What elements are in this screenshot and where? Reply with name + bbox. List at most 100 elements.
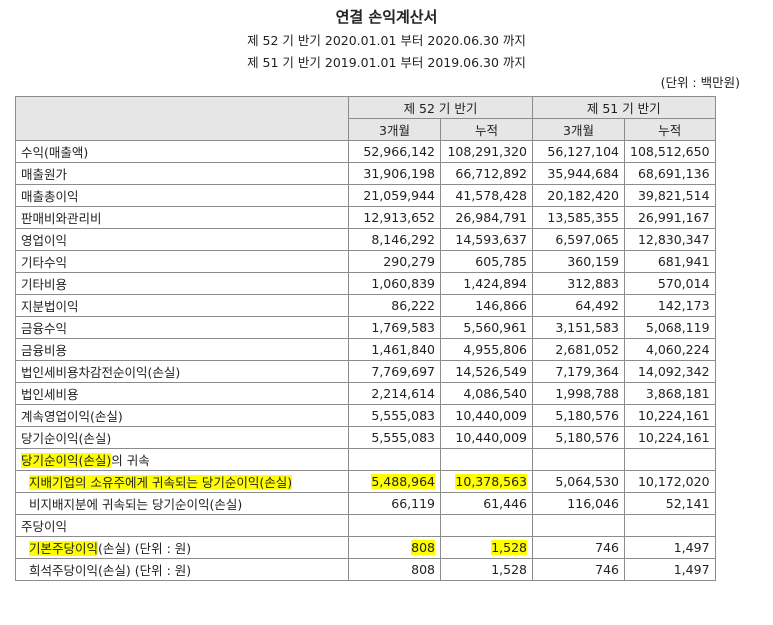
row-label: 희석주당이익(손실) (단위 : 원) [15,558,349,581]
cell: 116,046 [532,492,625,515]
row-label: 지분법이익 [15,294,349,317]
cell: 10,172,020 [624,470,716,493]
row-label: 매출총이익 [15,184,349,207]
cell [624,448,716,471]
cell: 7,179,364 [532,360,625,383]
cell: 4,060,224 [624,338,716,361]
cell [348,514,441,537]
row-label: 기본주당이익(손실) (단위 : 원) [15,536,349,559]
cell-value-hl: 808 [411,540,435,555]
cell: 21,059,944 [348,184,441,207]
table-row: 수익(매출액) 52,966,142 108,291,320 56,127,104 10… [15,140,716,163]
cell: 1,998,788 [532,382,625,405]
cell: 12,830,347 [624,228,716,251]
header-current-3m: 3개월 [348,118,441,141]
table-row: 지분법이익 86,222 146,866 64,492 142,173 [15,294,716,317]
cell: 5,560,961 [440,316,533,339]
statement-title: 연결 손익계산서 [335,8,438,26]
row-label: 판매비와관리비 [15,206,349,229]
table-row: 매출원가 31,906,198 66,712,892 35,944,684 68,691… [15,162,716,185]
header-current-period: 제 52 기 반기 [348,96,533,119]
cell: 5,068,119 [624,316,716,339]
cell [440,448,533,471]
table-row: 법인세비용차감전순이익(손실) 7,769,697 14,526,549 7,179,… [15,360,716,383]
cell-value-hl: 5,488,964 [371,474,435,489]
cell: 4,086,540 [440,382,533,405]
table-row: 당기순이익(손실)의 귀속 [15,448,716,471]
current-period-range: 제 52 기 반기 2020.01.01 부터 2020.06.30 까지 [247,33,526,48]
row-label: 수익(매출액) [15,140,349,163]
row-label: 당기순이익(손실) [15,426,349,449]
row-label: 비지배지분에 귀속되는 당기순이익(손실) [15,492,349,515]
table-row: 법인세비용 2,214,614 4,086,540 1,998,788 3,868,18… [15,382,716,405]
cell: 5,555,083 [348,426,441,449]
cell: 108,512,650 [624,140,716,163]
cell: 1,497 [624,558,716,581]
cell: 7,769,697 [348,360,441,383]
table-row: 주당이익 [15,514,716,537]
table-row: 계속영업이익(손실) 5,555,083 10,440,009 5,180,576 10… [15,404,716,427]
header-row-periods: 제 52 기 반기 제 51 기 반기 [15,96,716,141]
cell: 13,585,355 [532,206,625,229]
cell: 2,214,614 [348,382,441,405]
row-label: 계속영업이익(손실) [15,404,349,427]
cell: 10,378,563 [440,470,533,493]
cell: 3,151,583 [532,316,625,339]
cell: 5,180,576 [532,426,625,449]
cell-value-hl: 10,378,563 [455,474,527,489]
cell: 2,681,052 [532,338,625,361]
cell: 20,182,420 [532,184,625,207]
cell: 14,593,637 [440,228,533,251]
cell: 605,785 [440,250,533,273]
row-label: 영업이익 [15,228,349,251]
cell: 1,769,583 [348,316,441,339]
cell: 39,821,514 [624,184,716,207]
cell: 14,092,342 [624,360,716,383]
row-label: 법인세비용 [15,382,349,405]
cell: 312,883 [532,272,625,295]
cell: 5,488,964 [348,470,441,493]
cell: 570,014 [624,272,716,295]
cell: 10,440,009 [440,426,533,449]
cell: 5,555,083 [348,404,441,427]
unit-note: (단위 : 백만원) [660,75,740,90]
cell: 52,141 [624,492,716,515]
cell: 1,461,840 [348,338,441,361]
header-row-sub: 3개월 누적 3개월 누적 [16,118,716,141]
row-label-rest: (손실) (단위 : 원) [98,541,192,556]
row-label: 기타수익 [15,250,349,273]
table-row: 매출총이익 21,059,944 41,578,428 20,182,420 39,82… [15,184,716,207]
row-label: 금융수익 [15,316,349,339]
row-label: 금융비용 [15,338,349,361]
cell [532,514,625,537]
cell: 746 [532,536,625,559]
table-row: 판매비와관리비 12,913,652 26,984,791 13,585,355 26,… [15,206,716,229]
statement-body: 수익(매출액) 52,966,142 108,291,320 56,127,104 10… [15,140,716,581]
header-prior-3m: 3개월 [532,118,625,141]
row-label: 법인세비용차감전순이익(손실) [15,360,349,383]
row-label: 당기순이익(손실)의 귀속 [15,448,349,471]
cell: 360,159 [532,250,625,273]
cell: 26,984,791 [440,206,533,229]
income-statement-table: 제 52 기 반기 제 51 기 반기 3개월 누적 3개월 누적 수익(매출액… [15,96,716,581]
cell: 5,064,530 [532,470,625,493]
table-row: 금융수익 1,769,583 5,560,961 3,151,583 5,068,119 [15,316,716,339]
cell: 61,446 [440,492,533,515]
table-row: 금융비용 1,461,840 4,955,806 2,681,052 4,060,224 [15,338,716,361]
cell: 108,291,320 [440,140,533,163]
cell: 1,528 [440,536,533,559]
cell: 26,991,167 [624,206,716,229]
cell: 146,866 [440,294,533,317]
cell: 10,224,161 [624,404,716,427]
cell: 808 [348,536,441,559]
cell: 1,060,839 [348,272,441,295]
cell: 6,597,065 [532,228,625,251]
row-label: 지배기업의 소유주에게 귀속되는 당기순이익(손실) [15,470,349,493]
row-label-rest: 의 귀속 [111,453,150,468]
cell: 64,492 [532,294,625,317]
cell: 66,712,892 [440,162,533,185]
cell: 31,906,198 [348,162,441,185]
header-prior-period: 제 51 기 반기 [532,96,716,119]
cell: 14,526,549 [440,360,533,383]
cell: 1,497 [624,536,716,559]
